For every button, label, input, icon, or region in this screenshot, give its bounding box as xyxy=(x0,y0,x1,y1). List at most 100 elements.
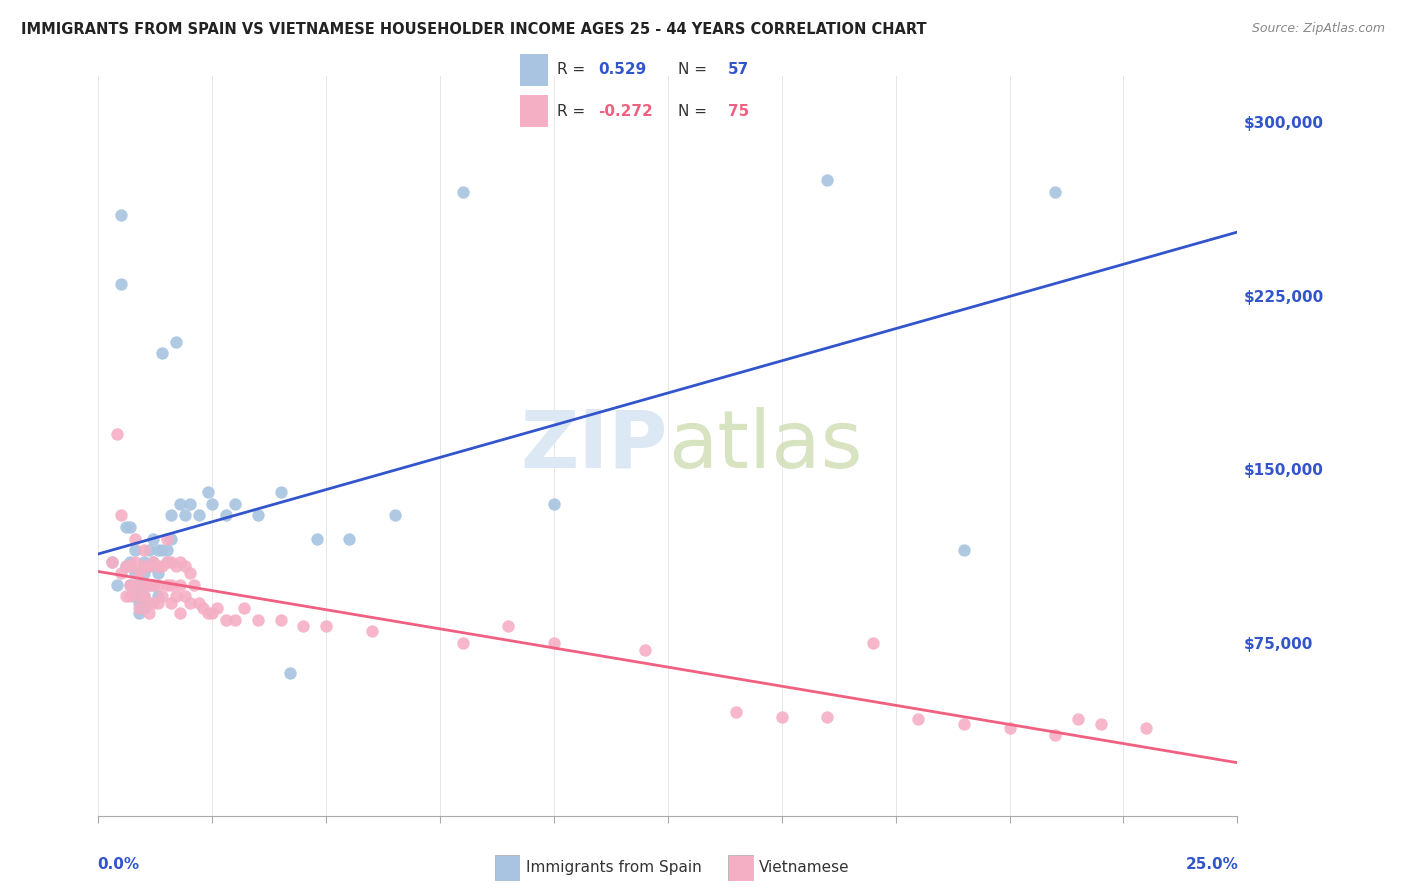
Point xyxy=(146,559,169,574)
Point xyxy=(132,566,155,581)
Point xyxy=(142,532,165,546)
Bar xyxy=(520,54,548,86)
Point xyxy=(120,578,142,592)
Point xyxy=(1135,721,1157,735)
Text: R =: R = xyxy=(557,103,591,119)
Point xyxy=(953,543,976,558)
Point xyxy=(246,613,269,627)
Point xyxy=(907,712,929,726)
Text: 0.0%: 0.0% xyxy=(97,857,139,871)
Point xyxy=(1090,716,1112,731)
Point xyxy=(124,532,146,546)
Point xyxy=(179,596,201,610)
Point xyxy=(156,555,179,569)
Point xyxy=(142,555,165,569)
Point xyxy=(105,578,128,592)
Point xyxy=(128,606,150,620)
Point xyxy=(146,590,169,604)
Point xyxy=(128,601,150,615)
Point xyxy=(146,596,169,610)
Point xyxy=(132,555,155,569)
Point xyxy=(174,508,197,523)
Point xyxy=(110,566,132,581)
Text: atlas: atlas xyxy=(668,407,862,485)
Point xyxy=(165,334,187,349)
Point xyxy=(124,590,146,604)
Point xyxy=(197,606,219,620)
Point xyxy=(1043,728,1066,742)
Point xyxy=(337,532,360,546)
Point xyxy=(128,578,150,592)
Text: N =: N = xyxy=(678,103,711,119)
Point xyxy=(150,590,173,604)
Point xyxy=(205,601,228,615)
Point xyxy=(224,613,246,627)
Point xyxy=(114,559,136,574)
Point xyxy=(183,578,205,592)
Point xyxy=(138,559,160,574)
Point xyxy=(270,613,292,627)
Point xyxy=(146,543,169,558)
Point xyxy=(998,721,1021,735)
Point xyxy=(138,543,160,558)
Point xyxy=(132,578,155,592)
Point xyxy=(146,566,169,581)
Point xyxy=(187,508,209,523)
Point xyxy=(160,555,183,569)
Point xyxy=(138,596,160,610)
Point xyxy=(120,555,142,569)
Point xyxy=(1043,185,1066,199)
Point xyxy=(124,555,146,569)
Point xyxy=(114,520,136,534)
Text: 0.529: 0.529 xyxy=(599,62,647,78)
Point xyxy=(142,596,165,610)
Point xyxy=(246,508,269,523)
Point xyxy=(165,590,187,604)
Point xyxy=(114,559,136,574)
Text: 57: 57 xyxy=(728,62,749,78)
Point xyxy=(156,578,179,592)
Text: ZIP: ZIP xyxy=(520,407,668,485)
Point xyxy=(146,578,169,592)
Point xyxy=(128,566,150,581)
Point xyxy=(105,427,128,442)
Text: -0.272: -0.272 xyxy=(599,103,654,119)
Text: Vietnamese: Vietnamese xyxy=(759,861,849,875)
Point xyxy=(179,497,201,511)
Point xyxy=(169,497,191,511)
Point xyxy=(138,578,160,592)
Point xyxy=(1067,712,1090,726)
Point xyxy=(360,624,382,639)
Point xyxy=(160,578,183,592)
Point xyxy=(160,508,183,523)
Point xyxy=(142,578,165,592)
Point xyxy=(138,559,160,574)
Point xyxy=(101,555,124,569)
Point xyxy=(169,606,191,620)
Point xyxy=(197,485,219,500)
Text: N =: N = xyxy=(678,62,711,78)
Point xyxy=(953,716,976,731)
Text: R =: R = xyxy=(557,62,591,78)
Point xyxy=(725,705,748,719)
Point xyxy=(132,590,155,604)
Point xyxy=(815,173,838,187)
Bar xyxy=(520,95,548,127)
Point xyxy=(187,596,209,610)
Point xyxy=(201,606,224,620)
Point xyxy=(270,485,292,500)
Point xyxy=(150,559,173,574)
Point xyxy=(132,543,155,558)
Point xyxy=(543,497,565,511)
Point xyxy=(124,578,146,592)
Text: IMMIGRANTS FROM SPAIN VS VIETNAMESE HOUSEHOLDER INCOME AGES 25 - 44 YEARS CORREL: IMMIGRANTS FROM SPAIN VS VIETNAMESE HOUS… xyxy=(21,22,927,37)
Point xyxy=(142,555,165,569)
Point xyxy=(128,590,150,604)
Point xyxy=(128,590,150,604)
Point xyxy=(138,578,160,592)
Point xyxy=(862,635,884,649)
Point xyxy=(169,555,191,569)
Point xyxy=(156,555,179,569)
Point xyxy=(128,596,150,610)
Point xyxy=(160,532,183,546)
